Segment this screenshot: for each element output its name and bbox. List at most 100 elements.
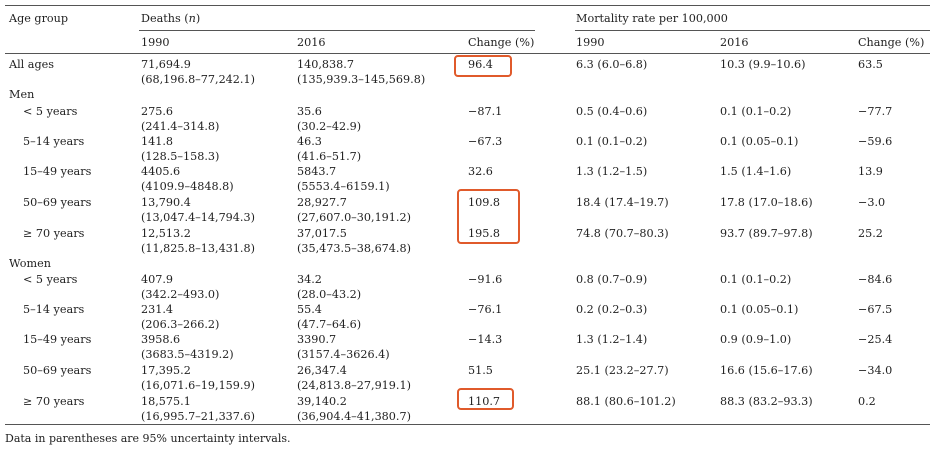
cell-mchg: 63.5 xyxy=(858,58,883,71)
cell-m2016: 1.5 (1.4–1.6) xyxy=(720,165,792,178)
cell-dchg: 32.6 xyxy=(468,165,493,178)
header-bottom-rule xyxy=(5,53,930,54)
cell-d2016_ci: (30.2–42.9) xyxy=(297,120,362,133)
cell-d1990_ci: (68,196.8–77,242.1) xyxy=(141,73,255,86)
header-deaths-close: ) xyxy=(195,12,201,25)
highlight-all-ages-change xyxy=(454,55,512,77)
cell-d1990_ci: (16,995.7–21,337.6) xyxy=(141,410,255,423)
deaths-header-rule xyxy=(139,30,535,31)
cell-m1990: 88.1 (80.6–101.2) xyxy=(576,395,676,408)
highlight-men-50-69-change xyxy=(457,189,520,244)
cell-m2016: 0.1 (0.1–0.2) xyxy=(720,105,792,118)
cell-dchg: 195.8 xyxy=(468,227,501,240)
cell-d1990_ci: (241.4–314.8) xyxy=(141,120,220,133)
cell-dchg: −14.3 xyxy=(468,333,503,346)
row-label: 5–14 years xyxy=(23,303,85,316)
header-mortality-change: Change (%) xyxy=(858,36,925,49)
cell-d2016_ci: (41.6–51.7) xyxy=(297,150,362,163)
cell-dchg: 110.7 xyxy=(468,395,501,408)
cell-d1990: 407.9 xyxy=(141,273,174,286)
header-deaths-change: Change (%) xyxy=(468,36,535,49)
cell-mchg: −77.7 xyxy=(858,105,893,118)
cell-d2016_ci: (35,473.5–38,674.8) xyxy=(297,242,411,255)
cell-mchg: 0.2 xyxy=(858,395,876,408)
cell-m1990: 18.4 (17.4–19.7) xyxy=(576,196,669,209)
row-label: < 5 years xyxy=(23,273,78,286)
cell-d1990_ci: (16,071.6–19,159.9) xyxy=(141,379,255,392)
cell-m2016: 93.7 (89.7–97.8) xyxy=(720,227,813,240)
cell-m2016: 17.8 (17.0–18.6) xyxy=(720,196,813,209)
header-mortality-2016: 2016 xyxy=(720,36,749,49)
cell-d1990: 13,790.4 xyxy=(141,196,191,209)
cell-m1990: 74.8 (70.7–80.3) xyxy=(576,227,669,240)
cell-mchg: −34.0 xyxy=(858,364,893,377)
cell-d1990: 3958.6 xyxy=(141,333,181,346)
row-label: 5–14 years xyxy=(23,135,85,148)
header-mortality: Mortality rate per 100,000 xyxy=(576,12,728,25)
highlight-women-70-change xyxy=(457,388,514,410)
cell-dchg: 109.8 xyxy=(468,196,501,209)
cell-m1990: 6.3 (6.0–6.8) xyxy=(576,58,648,71)
cell-d2016: 26,347.4 xyxy=(297,364,347,377)
cell-mchg: −59.6 xyxy=(858,135,893,148)
cell-mchg: −25.4 xyxy=(858,333,893,346)
mortality-header-rule xyxy=(575,30,930,31)
row-label: < 5 years xyxy=(23,105,78,118)
cell-d1990: 4405.6 xyxy=(141,165,181,178)
bottom-rule xyxy=(5,424,930,425)
cell-m2016: 0.1 (0.1–0.2) xyxy=(720,273,792,286)
cell-d2016_ci: (3157.4–3626.4) xyxy=(297,348,390,361)
cell-d1990_ci: (13,047.4–14,794.3) xyxy=(141,211,255,224)
row-label: ≥ 70 years xyxy=(23,227,85,240)
cell-dchg: −91.6 xyxy=(468,273,503,286)
cell-m2016: 10.3 (9.9–10.6) xyxy=(720,58,806,71)
row-label: 15–49 years xyxy=(23,333,92,346)
cell-mchg: −84.6 xyxy=(858,273,893,286)
row-label: 50–69 years xyxy=(23,364,92,377)
cell-m1990: 25.1 (23.2–27.7) xyxy=(576,364,669,377)
header-deaths-1990: 1990 xyxy=(141,36,170,49)
cell-m2016: 0.1 (0.05–0.1) xyxy=(720,303,799,316)
cell-d1990: 12,513.2 xyxy=(141,227,191,240)
cell-m2016: 0.9 (0.9–1.0) xyxy=(720,333,792,346)
cell-d1990: 71,694.9 xyxy=(141,58,191,71)
cell-mchg: 13.9 xyxy=(858,165,883,178)
cell-d2016: 3390.7 xyxy=(297,333,337,346)
cell-mchg: −67.5 xyxy=(858,303,893,316)
cell-d1990: 275.6 xyxy=(141,105,174,118)
cell-dchg: −76.1 xyxy=(468,303,503,316)
cell-d2016_ci: (24,813.8–27,919.1) xyxy=(297,379,411,392)
cell-d2016_ci: (135,939.3–145,569.8) xyxy=(297,73,426,86)
cell-d2016: 46.3 xyxy=(297,135,322,148)
cell-d2016_ci: (36,904.4–41,380.7) xyxy=(297,410,411,423)
cell-m1990: 1.3 (1.2–1.5) xyxy=(576,165,648,178)
cell-m1990: 0.5 (0.4–0.6) xyxy=(576,105,648,118)
cell-d2016_ci: (28.0–43.2) xyxy=(297,288,362,301)
cell-d1990_ci: (11,825.8–13,431.8) xyxy=(141,242,255,255)
cell-d2016: 39,140.2 xyxy=(297,395,347,408)
cell-d1990_ci: (342.2–493.0) xyxy=(141,288,220,301)
cell-d1990: 231.4 xyxy=(141,303,174,316)
cell-d1990: 17,395.2 xyxy=(141,364,191,377)
cell-d1990: 141.8 xyxy=(141,135,174,148)
header-deaths-n: n xyxy=(188,12,196,25)
cell-dchg: −87.1 xyxy=(468,105,503,118)
cell-d1990_ci: (128.5–158.3) xyxy=(141,150,220,163)
cell-m2016: 88.3 (83.2–93.3) xyxy=(720,395,813,408)
header-deaths-2016: 2016 xyxy=(297,36,326,49)
cell-d1990_ci: (3683.5–4319.2) xyxy=(141,348,234,361)
cell-m1990: 0.8 (0.7–0.9) xyxy=(576,273,648,286)
cell-dchg: −67.3 xyxy=(468,135,503,148)
cell-d2016: 5843.7 xyxy=(297,165,337,178)
header-mortality-1990: 1990 xyxy=(576,36,605,49)
cell-m2016: 0.1 (0.05–0.1) xyxy=(720,135,799,148)
row-label: ≥ 70 years xyxy=(23,395,85,408)
row-label: All ages xyxy=(9,58,54,71)
cell-d2016_ci: (27,607.0–30,191.2) xyxy=(297,211,411,224)
row-label: 15–49 years xyxy=(23,165,92,178)
group-label-men: Men xyxy=(9,88,35,101)
cell-d2016_ci: (47.7–64.6) xyxy=(297,318,362,331)
cell-dchg: 96.4 xyxy=(468,58,493,71)
cell-d2016: 37,017.5 xyxy=(297,227,347,240)
cell-d2016: 35.6 xyxy=(297,105,322,118)
